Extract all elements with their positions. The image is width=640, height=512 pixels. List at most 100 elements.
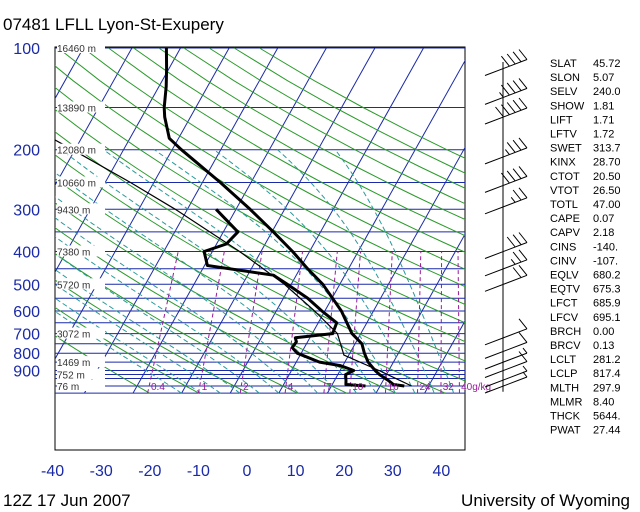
temperature-tick-label: -40: [41, 463, 64, 480]
wind-barb-flag: [512, 267, 522, 278]
wind-barb: [484, 264, 528, 292]
wind-barb-shaft: [484, 175, 528, 193]
index-key: LFTV: [550, 129, 578, 141]
mixing-ratio-line: [440, 251, 443, 394]
wind-barb-shaft: [484, 197, 528, 215]
mixing-ratio-line: [323, 251, 338, 394]
mixing-ratio-label: 1: [202, 382, 208, 393]
height-labels: 16460 m 13890 m 12080 m 10660 m 9430 m 7380 m…: [57, 42, 105, 393]
wind-barb-flag: [506, 53, 516, 65]
wind-barb: [484, 318, 528, 346]
wind-barb-shaft: [484, 352, 528, 370]
height-label: 9430 m: [57, 205, 90, 216]
wind-barb-shaft: [484, 87, 528, 105]
height-label-bg: [57, 380, 105, 391]
wind-barb-flag: [512, 139, 522, 151]
wind-barb-flag: [501, 84, 510, 96]
temperature-axis: -40 -30 -20 -10 0 10 20 30 40: [41, 463, 450, 480]
wind-barb: [484, 332, 528, 359]
mixing-ratio-label: 2: [243, 382, 249, 393]
moist-adiabat: [55, 297, 202, 394]
dry-adiabat: [55, 227, 348, 394]
wind-barb-flag: [512, 51, 522, 63]
sounding-profiles: [55, 47, 412, 388]
wind-barb-flag: [518, 232, 528, 243]
wind-barb-shaft: [484, 259, 528, 277]
height-label-bg: [57, 368, 105, 380]
pressure-tick-label: 200: [13, 143, 40, 160]
isotherm--20: [181, 47, 376, 394]
index-value: 0.07: [593, 213, 614, 225]
mixing-ratio-line: [457, 251, 460, 394]
mixing-ratio-label: 24: [420, 382, 432, 393]
index-key: BRCH: [550, 326, 581, 338]
wind-barb-flag: [518, 97, 528, 109]
index-value: 20.50: [593, 171, 621, 183]
wind-barbs: [484, 49, 528, 394]
wind-barb-flag: [518, 351, 528, 362]
height-label: 752 m: [57, 371, 85, 382]
dewpoint-line: [202, 208, 366, 388]
index-key: CINV: [550, 255, 577, 267]
height-label: 13890 m: [57, 104, 96, 115]
moist-adiabat: [55, 283, 221, 394]
wind-barb-flag: [518, 49, 528, 60]
height-label: 7380 m: [57, 248, 90, 259]
temperature-tick-label: 10: [287, 463, 305, 480]
index-value: 0.00: [593, 326, 614, 338]
wind-barb-flag: [518, 78, 528, 89]
dry-adiabat: [208, 47, 465, 189]
wind-barb-flag: [518, 249, 528, 261]
mixing-ratio-label: 4: [288, 382, 294, 393]
wind-barb-flag: [518, 166, 528, 177]
moist-adiabat: [103, 149, 377, 394]
index-value: 1.81: [593, 100, 614, 112]
observation-time: 12Z 17 Jun 2007: [3, 491, 131, 510]
wind-barb-flag: [512, 234, 522, 246]
index-value: 5.07: [593, 72, 614, 84]
moist-adiabat: [60, 149, 357, 394]
wind-barb: [484, 232, 528, 259]
height-label-bg: [57, 143, 105, 155]
mixing-ratio-line: [197, 251, 225, 394]
dry-adiabat: [55, 108, 465, 343]
dry-adiabat: [55, 335, 150, 394]
pressure-tick-label: 600: [13, 304, 40, 321]
wind-barb-flag: [501, 104, 510, 116]
height-label: 16460 m: [57, 44, 96, 55]
wind-barb: [484, 365, 528, 388]
pressure-tick-label: 800: [13, 346, 40, 363]
moist-adiabat: [55, 236, 280, 394]
wind-barb-flag: [506, 82, 516, 94]
wind-barb: [484, 78, 528, 105]
wind-barb-shaft: [484, 370, 528, 388]
index-key: THCK: [550, 411, 581, 423]
height-label: 3072 m: [57, 330, 90, 341]
pressure-tick-label: 500: [13, 277, 40, 294]
wind-barb-flag: [495, 106, 504, 118]
wind-barb-shaft: [484, 242, 528, 259]
dry-adiabat: [55, 65, 465, 305]
mixing-ratio-line: [147, 251, 179, 394]
wind-barb-flag: [510, 258, 516, 265]
mixing-ratio-line: [417, 251, 422, 394]
moist-adiabat: [55, 253, 260, 394]
wind-barb-flag: [505, 149, 510, 155]
wind-barb-flag: [512, 251, 522, 263]
moist-adiabat: [55, 310, 182, 394]
index-key: EQTV: [550, 284, 581, 296]
temperature-line: [162, 47, 405, 388]
wind-barb-flag: [512, 99, 522, 111]
wind-barb-flag: [522, 371, 528, 378]
moist-adiabat: [55, 268, 241, 394]
wind-barb-flag: [518, 187, 528, 199]
wind-barb-shaft: [484, 328, 528, 346]
dry-adiabat: [55, 252, 298, 394]
temperature-tick-label: 0: [243, 463, 252, 480]
index-value: 817.4: [593, 368, 621, 380]
moist-adiabat: [55, 195, 319, 394]
mixing-ratio-label: 10: [352, 382, 364, 393]
index-key: LFCT: [550, 298, 578, 310]
wind-barb-shaft: [484, 274, 528, 292]
wind-barb-flag: [518, 332, 528, 343]
